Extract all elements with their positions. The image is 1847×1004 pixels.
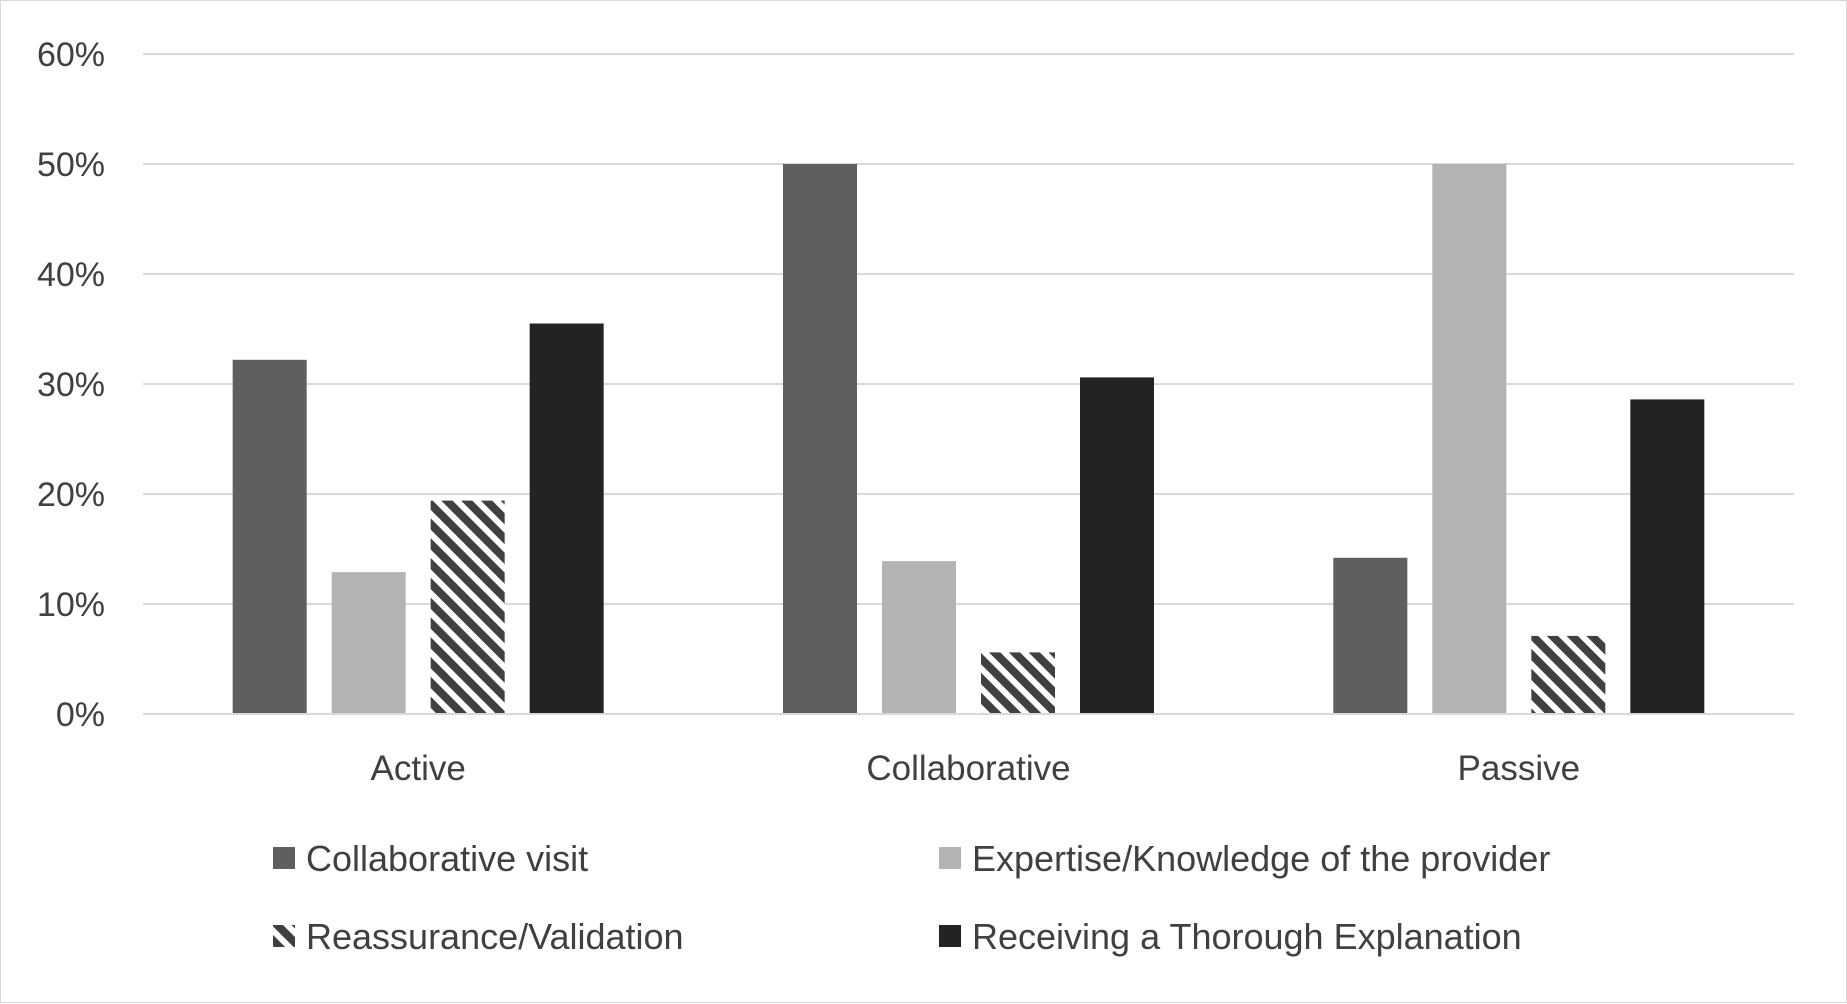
bar	[331, 572, 406, 714]
legend-label: Expertise/Knowledge of the provider	[972, 838, 1550, 879]
legend-item: Receiving a Thorough Explanation	[939, 916, 1522, 957]
x-category-label: Collaborative	[866, 749, 1070, 788]
y-tick-label: 0%	[56, 696, 105, 734]
bar	[529, 323, 604, 714]
x-axis-category-labels: Active Collaborative Passive	[371, 749, 1581, 788]
bar	[1531, 635, 1606, 714]
legend-swatch	[939, 925, 961, 947]
legend-swatch	[273, 847, 295, 869]
bar	[981, 652, 1055, 714]
legend-swatch	[273, 925, 295, 947]
legend-swatch	[939, 847, 961, 869]
y-tick-label: 30%	[37, 366, 105, 404]
legend-label: Collaborative visit	[306, 838, 588, 879]
y-axis-tick-labels: 0% 10% 20% 30% 40% 50% 60%	[37, 36, 105, 734]
y-tick-label: 20%	[37, 476, 105, 514]
x-category-label: Passive	[1458, 749, 1581, 788]
bar	[1333, 557, 1408, 714]
legend-item: Reassurance/Validation	[273, 916, 684, 957]
legend: Collaborative visit Expertise/Knowledge o…	[273, 838, 1550, 957]
bar	[1080, 377, 1154, 714]
x-category-label: Active	[371, 749, 466, 788]
bar	[783, 164, 857, 714]
legend-item: Collaborative visit	[273, 838, 588, 879]
y-tick-label: 50%	[37, 146, 105, 184]
legend-item: Expertise/Knowledge of the provider	[939, 838, 1550, 879]
bar	[1432, 164, 1507, 714]
y-tick-label: 60%	[37, 36, 105, 74]
legend-label: Receiving a Thorough Explanation	[972, 916, 1522, 957]
y-tick-label: 10%	[37, 586, 105, 624]
y-tick-label: 40%	[37, 256, 105, 294]
bar	[430, 500, 505, 714]
bar	[1630, 399, 1705, 714]
legend-label: Reassurance/Validation	[306, 916, 684, 957]
bar	[232, 359, 307, 714]
bars	[232, 164, 1705, 714]
gridlines	[143, 53, 1794, 605]
bar	[882, 561, 956, 714]
